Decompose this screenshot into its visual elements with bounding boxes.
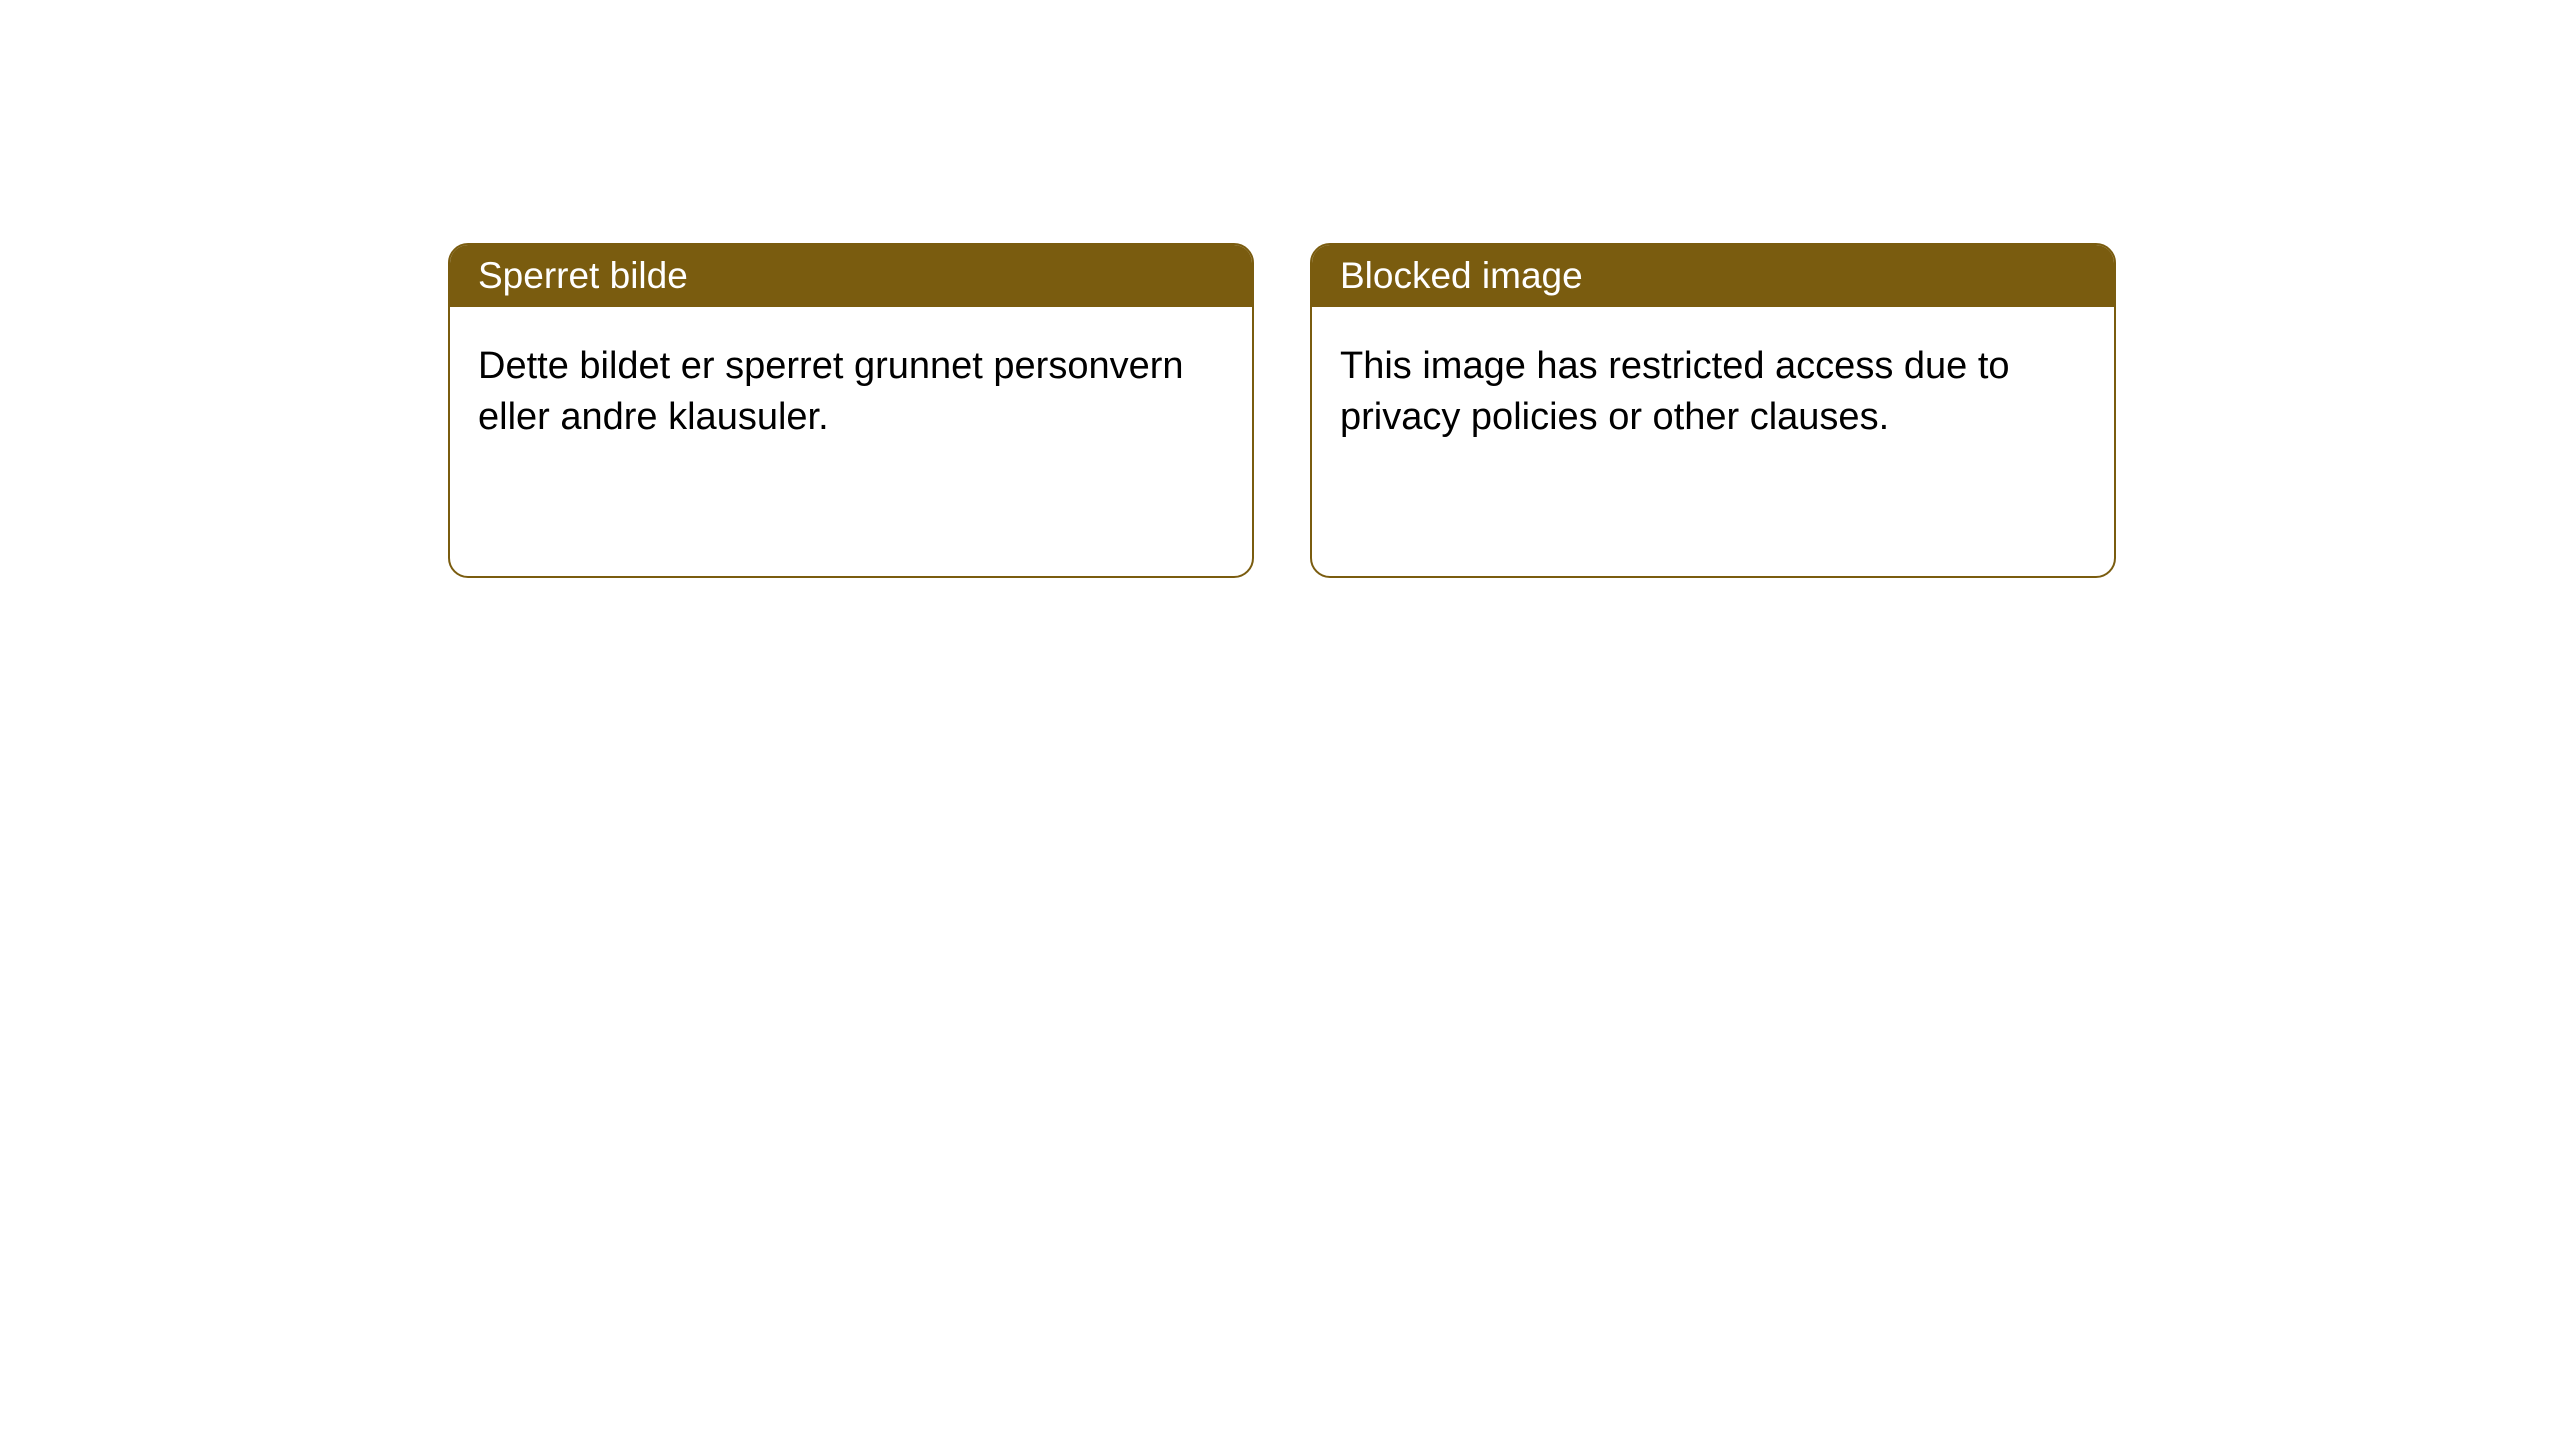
- notice-container: Sperret bilde Dette bildet er sperret gr…: [0, 0, 2560, 578]
- notice-body: This image has restricted access due to …: [1312, 307, 2114, 478]
- notice-header: Sperret bilde: [450, 245, 1252, 307]
- notice-body: Dette bildet er sperret grunnet personve…: [450, 307, 1252, 478]
- notice-card-norwegian: Sperret bilde Dette bildet er sperret gr…: [448, 243, 1254, 578]
- notice-header: Blocked image: [1312, 245, 2114, 307]
- notice-card-english: Blocked image This image has restricted …: [1310, 243, 2116, 578]
